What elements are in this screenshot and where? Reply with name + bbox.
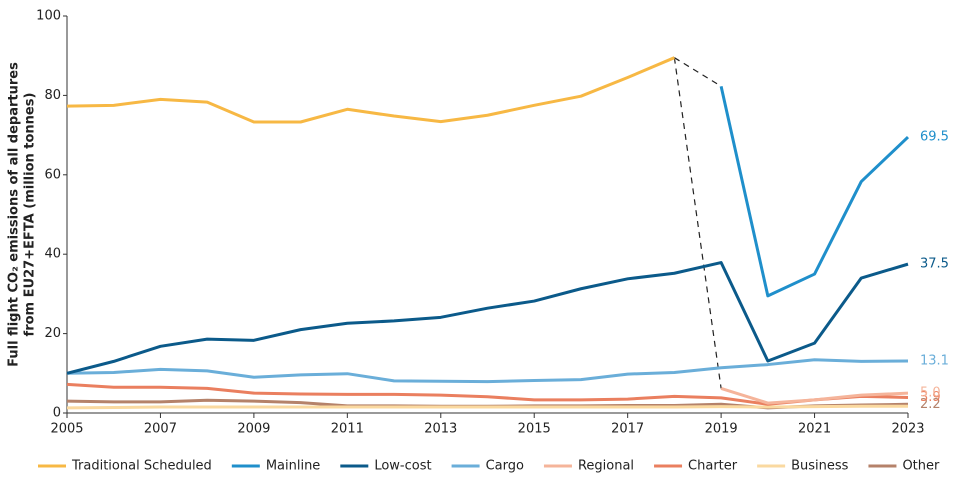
x-tick-label: 2023 [891,422,924,437]
y-axis-label: from EU27+EFTA (million tonnes) [23,93,38,337]
x-tick-label: 2017 [611,422,644,437]
end-label: 5.0 [920,386,941,401]
y-tick-label: 60 [44,167,61,182]
x-tick-label: 2005 [50,422,83,437]
y-axis-label: Full flight CO₂ emissions of all departu… [7,62,22,367]
legend-label: Cargo [486,459,524,474]
x-tick-label: 2011 [331,422,364,437]
y-tick-label: 80 [44,88,61,103]
y-tick-label: 100 [36,9,61,24]
transition-connector [673,57,722,389]
end-label: 3.9 [920,390,941,405]
legend-label: Mainline [266,459,321,474]
end-label: 13.1 [920,353,949,368]
x-tick-label: 2021 [798,422,831,437]
legend-label: Business [791,459,849,474]
end-label: 2.2 [920,397,941,412]
x-tick-label: 2007 [144,422,177,437]
series-line [720,386,909,405]
x-tick-label: 2019 [705,422,738,437]
legend-label: Charter [688,459,738,474]
legend-label: Low-cost [374,459,431,474]
legend-label: Regional [578,459,634,474]
end-label: 69.5 [920,130,949,145]
legend-label: Other [902,459,940,474]
series-line [66,56,675,124]
y-tick-label: 20 [44,326,61,341]
end-label: 37.5 [920,257,949,272]
series-line [66,404,908,410]
transition-connector [674,57,722,87]
y-tick-label: 40 [44,247,61,262]
series-line [66,261,909,375]
series-line [719,85,910,298]
series-line [66,358,909,384]
legend-label: Traditional Scheduled [71,459,212,474]
x-tick-label: 2013 [424,422,457,437]
x-tick-label: 2009 [237,422,270,437]
y-tick-label: 0 [53,406,61,421]
x-tick-label: 2015 [518,422,551,437]
